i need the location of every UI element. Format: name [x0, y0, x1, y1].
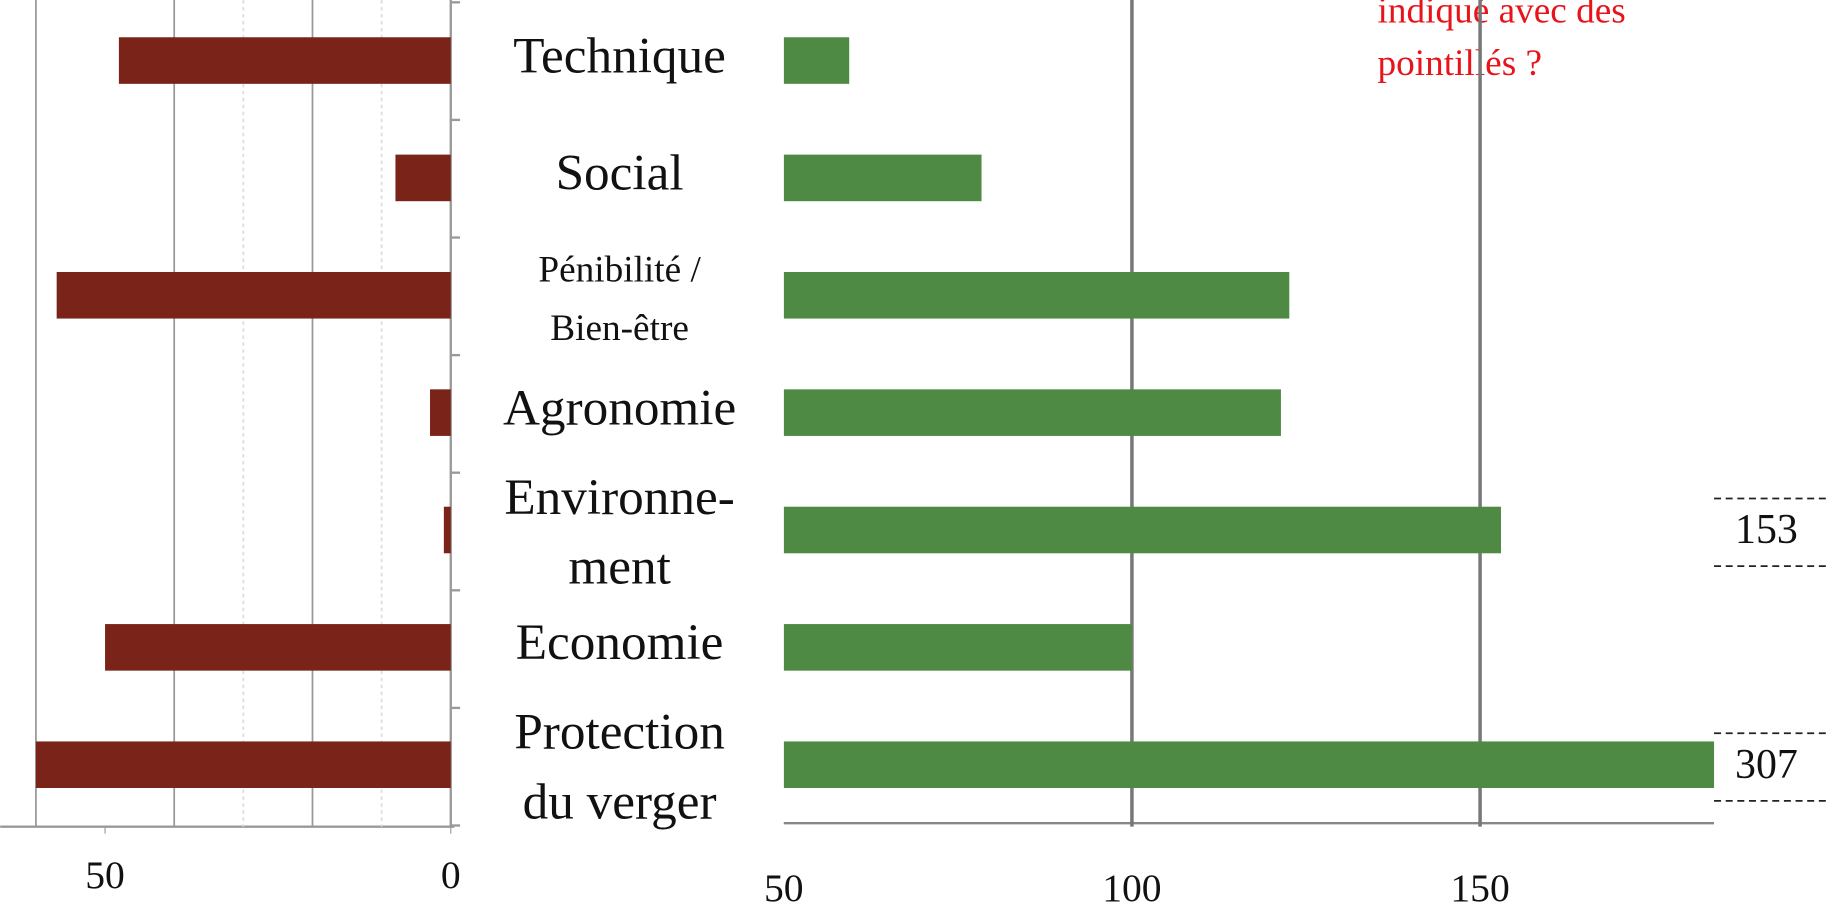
- annotation: indiqué avec des: [1378, 0, 1626, 32]
- x-tick-label: 50: [85, 853, 125, 897]
- bars: [783, 37, 1715, 789]
- bar: [783, 506, 1501, 554]
- category-label: Economie: [516, 614, 724, 671]
- bar: [783, 741, 1715, 789]
- x-tick-label: 150: [1450, 866, 1509, 907]
- category-label: Protection: [514, 704, 725, 761]
- category-label: Social: [556, 145, 684, 202]
- category-label: ment: [568, 539, 670, 596]
- x-tick-label: 0: [441, 853, 461, 897]
- bar: [783, 271, 1290, 319]
- category-label: Agronomie: [503, 379, 736, 436]
- category-label: Environne-: [504, 469, 734, 526]
- category-label: Pénibilité /: [538, 250, 701, 291]
- data-label: 153: [1735, 507, 1798, 553]
- bar: [56, 271, 451, 319]
- bar: [35, 741, 451, 789]
- category-label: Bien-être: [550, 308, 689, 349]
- category-label: du verger: [523, 773, 717, 830]
- annotation: pointillés ?: [1378, 43, 1543, 84]
- bar: [430, 389, 451, 436]
- x-tick-label: 100: [1102, 866, 1161, 907]
- bar: [783, 624, 1132, 671]
- data-label: 307: [1735, 742, 1798, 788]
- bar: [118, 37, 451, 84]
- bar: [105, 624, 451, 671]
- bar: [783, 389, 1281, 436]
- category-label: Technique: [513, 27, 726, 84]
- bar: [783, 154, 982, 202]
- x-tick-label: 50: [764, 866, 804, 907]
- bar: [395, 154, 451, 202]
- bar: [443, 506, 451, 554]
- bar: [783, 37, 850, 84]
